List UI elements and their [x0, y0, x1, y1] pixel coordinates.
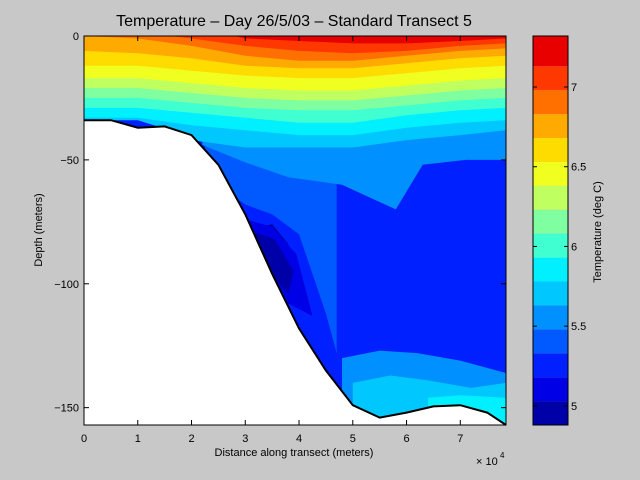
x-multiplier-exponent: 4 [500, 451, 505, 460]
seabed-outline [84, 119, 507, 426]
colorbar-block [533, 185, 568, 210]
colorbar-tick-label: 7 [571, 82, 577, 94]
colorbar-block [533, 138, 568, 162]
contour-band-core-deep [253, 231, 294, 294]
x-multiplier-text: × 10 [476, 456, 498, 468]
colorbar-block [533, 257, 568, 282]
x-tick-label: 5 [350, 433, 356, 445]
chart-title: Temperature – Day 26/5/03 – Standard Tra… [116, 13, 472, 30]
colorbar-block [533, 377, 568, 402]
colorbar-label: Temperature (deg C) [592, 181, 604, 283]
y-tick-label: −50 [60, 155, 79, 167]
colorbar-blocks [533, 36, 568, 425]
colorbar-block [533, 114, 568, 139]
contour-layer [84, 36, 507, 425]
colorbar-tick-label: 6.5 [571, 162, 586, 174]
colorbar-frame [532, 35, 569, 426]
colorbar-block [533, 305, 568, 330]
colorbar-block [533, 401, 568, 425]
colorbar-tick-label: 5 [571, 401, 577, 413]
x-tick-label: 3 [242, 433, 248, 445]
x-axis-multiplier: × 10 4 [476, 451, 505, 468]
seabed-fill [84, 120, 506, 425]
x-tick-label: 2 [188, 433, 194, 445]
colorbar-block [533, 353, 568, 378]
y-axis-ticks: 0 −50 −100 −150 [54, 31, 506, 415]
y-tick-label: −150 [54, 403, 79, 415]
colorbar-block [533, 329, 568, 354]
plot-frame [83, 35, 507, 426]
y-axis-label: Depth (meters) [33, 193, 45, 266]
colorbar-block [533, 161, 568, 186]
x-axis-ticks: 0 1 2 3 4 5 6 7 [81, 36, 463, 445]
colorbar-tick-label: 5.5 [571, 321, 586, 333]
colorbar-tick-label: 6 [571, 241, 577, 253]
y-tick-label: −100 [54, 279, 79, 291]
x-tick-label: 6 [403, 433, 409, 445]
plot-area [84, 36, 507, 426]
colorbar: 5 5.5 6 6.5 7 [532, 35, 586, 426]
colorbar-ticks: 5 5.5 6 6.5 7 [533, 82, 586, 413]
colorbar-block [533, 233, 568, 258]
x-tick-label: 7 [457, 433, 463, 445]
y-tick-label: 0 [73, 31, 79, 43]
colorbar-block [533, 36, 568, 67]
colorbar-block [533, 66, 568, 91]
x-axis-label: Distance along transect (meters) [215, 447, 374, 459]
colorbar-block [533, 90, 568, 115]
colorbar-block [533, 209, 568, 234]
x-tick-label: 4 [296, 433, 302, 445]
x-tick-label: 0 [81, 433, 87, 445]
x-tick-label: 1 [135, 433, 141, 445]
colorbar-block [533, 281, 568, 306]
contour-band [234, 36, 506, 44]
